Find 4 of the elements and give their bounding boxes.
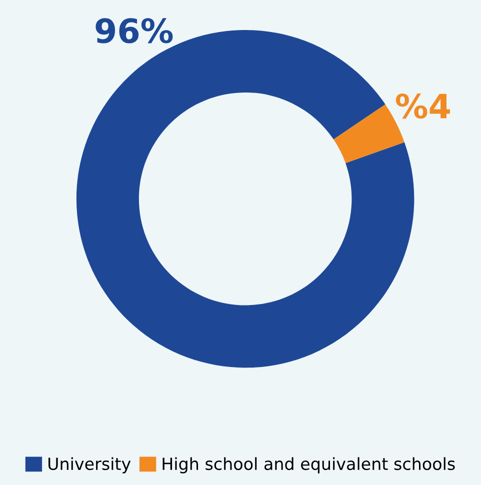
legend-label: High school and equivalent schools bbox=[162, 457, 455, 474]
data-label: 96% bbox=[96, 18, 173, 44]
legend-label: University bbox=[48, 457, 131, 474]
data-label: %4 bbox=[396, 93, 450, 119]
